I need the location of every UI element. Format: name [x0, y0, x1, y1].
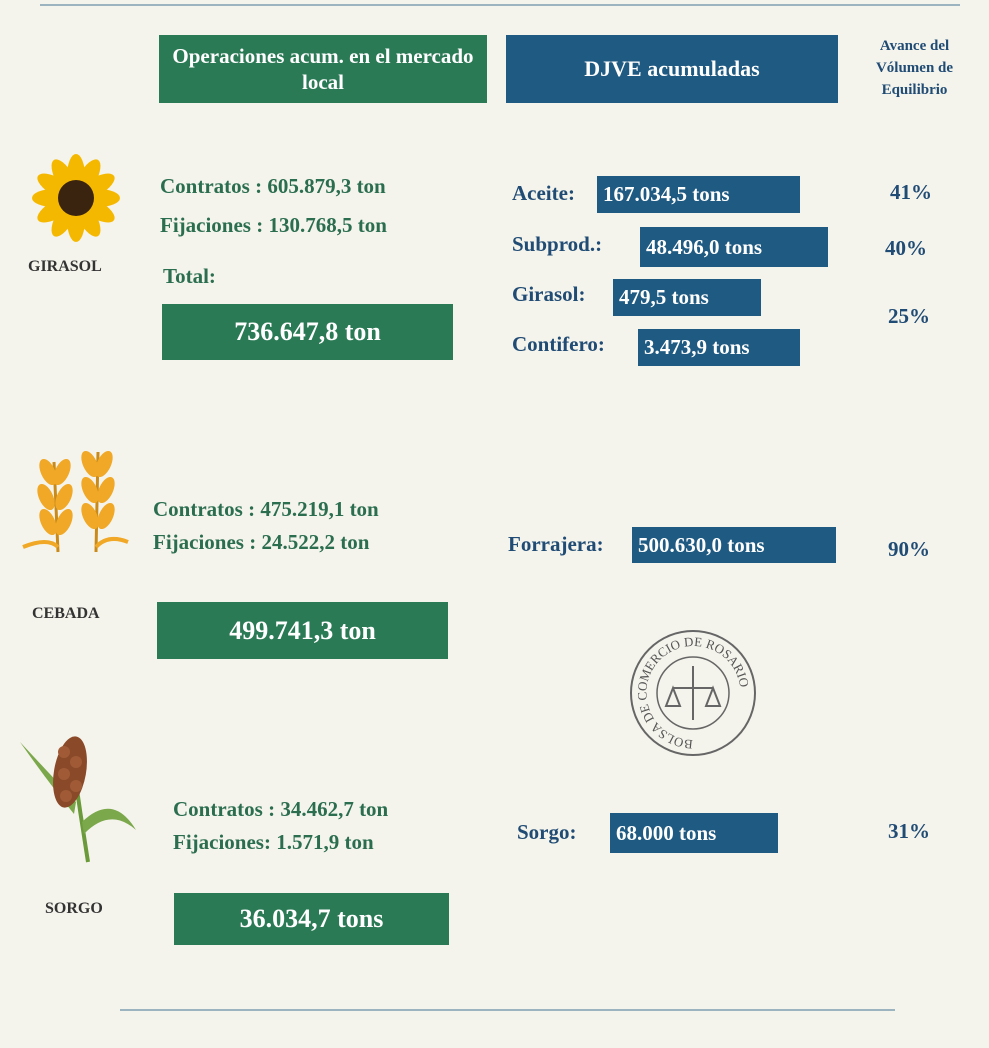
avance: 90% — [888, 537, 930, 561]
sorghum-icon — [20, 736, 136, 863]
header-avance: Avance del Vólumen de Equilibrio — [875, 38, 954, 98]
djve-label: Forrajera: — [508, 532, 604, 556]
fijaciones: Fijaciones : 130.768,5 ton — [160, 213, 387, 237]
divider — [120, 1009, 895, 1011]
djve-label: Sorgo: — [517, 820, 577, 844]
contratos: Contratos : 34.462,7 ton — [173, 797, 389, 821]
crop-name: GIRASOL — [28, 258, 102, 275]
total: 36.034,7 tons — [174, 893, 449, 945]
avance: 40% — [885, 236, 927, 260]
divider — [40, 4, 960, 6]
djve-label: Girasol: — [512, 282, 586, 306]
djve-label: Subprod.: — [512, 232, 603, 256]
djve-value: 3.473,9 tons — [638, 329, 800, 366]
avance: 31% — [888, 819, 930, 843]
crop-name: CEBADA — [32, 605, 100, 622]
djve-label: Contifero: — [512, 332, 605, 356]
crop-name: SORGO — [45, 900, 103, 917]
djve-value: 68.000 tons — [610, 813, 778, 853]
header-djve: DJVE acumuladas — [506, 35, 838, 103]
contratos: Contratos : 605.879,3 ton — [160, 174, 386, 198]
total-label: Total: — [163, 264, 216, 288]
djve-label: Aceite: — [512, 181, 575, 205]
djve-value: 500.630,0 tons — [632, 527, 836, 563]
djve-value: 479,5 tons — [613, 279, 761, 316]
fijaciones: Fijaciones: 1.571,9 ton — [173, 830, 374, 854]
sunflower-icon — [32, 154, 120, 242]
contratos: Contratos : 475.219,1 ton — [153, 497, 379, 521]
total: 499.741,3 ton — [157, 602, 448, 659]
wheat-icon — [22, 450, 129, 553]
djve-value: 167.034,5 tons — [597, 176, 800, 213]
avance: 25% — [888, 304, 930, 328]
avance: 41% — [890, 180, 932, 204]
fijaciones: Fijaciones : 24.522,2 ton — [153, 530, 370, 554]
total: 736.647,8 ton — [162, 304, 453, 360]
logo: BOLSA DE COMERCIO DE ROSARIO — [630, 630, 756, 756]
djve-value: 48.496,0 tons — [640, 227, 828, 267]
header-local: Operaciones acum. en el mercado local — [159, 35, 487, 103]
